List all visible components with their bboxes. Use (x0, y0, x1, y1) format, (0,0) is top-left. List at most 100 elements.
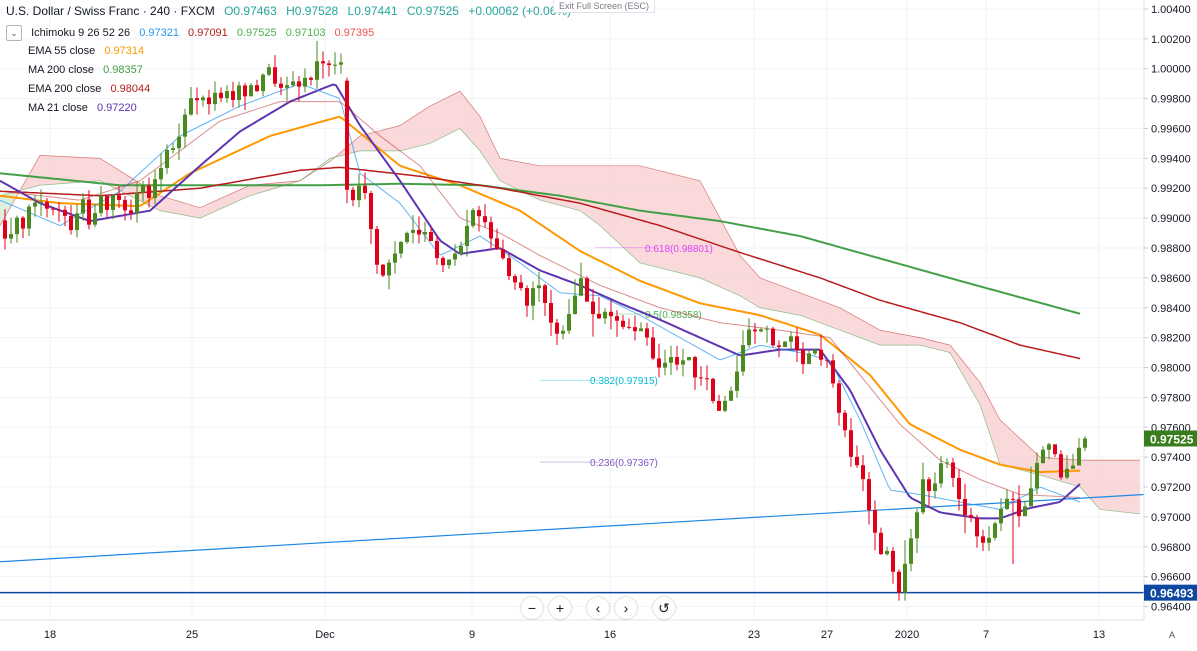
ichimoku-cloud (1100, 460, 1104, 510)
ichimoku-cloud (684, 176, 688, 275)
ichimoku-cloud (212, 200, 216, 213)
ichimoku-cloud (1116, 460, 1120, 512)
candle-body (1083, 438, 1087, 448)
ichimoku-cloud (340, 149, 344, 156)
candle-body (291, 81, 295, 86)
candle-body (165, 149, 169, 169)
candle-body (513, 276, 517, 283)
ichimoku-cloud (792, 289, 796, 315)
ichimoku-cloud (980, 382, 984, 417)
legend-ichimoku[interactable]: ⌄ Ichimoku 9 26 52 26 0.97321 0.97091 0.… (6, 25, 380, 41)
candle-body (855, 456, 859, 466)
ichimoku-cloud (896, 333, 900, 346)
legend-ichimoku-name: Ichimoku 9 26 52 26 (31, 26, 131, 39)
candle-body (411, 229, 415, 233)
candle-body (333, 64, 337, 66)
candle-body (861, 465, 865, 480)
scroll-right-button[interactable]: › (615, 597, 637, 619)
ichimoku-cloud (460, 91, 464, 133)
time-axis-background (0, 620, 1144, 651)
ichimoku-cloud (432, 103, 436, 143)
price-tick-label: 0.97400 (1151, 452, 1191, 464)
ichimoku-cloud (772, 282, 776, 311)
candle-body (381, 264, 385, 276)
ichimoku-cloud (652, 168, 656, 267)
ichimoku-cloud (868, 323, 872, 343)
candle-body (189, 98, 193, 115)
candle-body (729, 390, 733, 401)
candle-body (9, 234, 13, 239)
fib-level-label: 0.5(0.98358) (645, 310, 702, 321)
candle-body (1053, 444, 1057, 455)
ichimoku-cloud (328, 157, 332, 163)
candle-body (375, 229, 379, 265)
auto-scale-button[interactable]: A (1168, 630, 1175, 640)
reset-chart-button[interactable]: ↺ (653, 597, 675, 619)
series-line-ma-21-close (0, 83, 1081, 520)
ichimoku-cloud (832, 304, 836, 329)
candle-body (915, 512, 919, 539)
candle-body (573, 295, 577, 315)
ichimoku-cloud (940, 342, 944, 352)
scroll-left-button[interactable]: ‹ (587, 597, 609, 619)
ichimoku-cloud (1120, 460, 1124, 513)
price-tick-label: 0.98200 (1151, 333, 1191, 345)
candle-body (825, 359, 829, 361)
candle-body (327, 63, 331, 66)
ichimoku-cloud (852, 314, 856, 337)
ichimoku-cloud (424, 107, 428, 145)
zoom-out-button[interactable]: − (521, 597, 543, 619)
cloud-span-a (0, 128, 1141, 515)
ichimoku-cloud (324, 159, 328, 166)
legend-ema200[interactable]: EMA 200 close 0.98044 (28, 83, 156, 95)
ichimoku-cloud (860, 318, 864, 340)
candle-body (489, 222, 493, 239)
ichimoku-cloud (224, 195, 228, 208)
ichimoku-cloud (516, 161, 520, 191)
price-tick-label: 0.98000 (1151, 363, 1191, 375)
ichimoku-cloud (732, 240, 736, 295)
ichimoku-cloud (996, 412, 1000, 465)
price-tick-label: 0.96600 (1151, 572, 1191, 584)
ichimoku-cloud (884, 330, 888, 346)
ichimoku-cloud (356, 135, 360, 152)
ichimoku-cloud (804, 294, 808, 319)
ichimoku-cloud (124, 173, 128, 195)
ichimoku-cloud (816, 298, 820, 323)
ichimoku-cloud (604, 165, 608, 234)
ichimoku-cloud (784, 286, 788, 313)
exit-fullscreen-button[interactable]: Exit Full Screen (ESC) (553, 0, 656, 13)
cloud-span-b (0, 90, 1140, 461)
candle-body (951, 462, 955, 478)
ichimoku-cloud (872, 325, 876, 344)
ichimoku-cloud (1008, 427, 1012, 468)
candle-body (885, 550, 889, 555)
ichimoku-cloud (172, 199, 176, 214)
price-tick-label: 0.98400 (1151, 303, 1191, 315)
candle-body (1011, 498, 1015, 500)
candle-body (3, 220, 7, 239)
price-tick-label: 0.99200 (1151, 183, 1191, 195)
candle-body (801, 350, 805, 365)
ichimoku-cloud (756, 273, 760, 308)
candle-body (387, 262, 391, 276)
legend-ema55[interactable]: EMA 55 close 0.97314 (28, 45, 150, 57)
candle-body (465, 225, 469, 247)
collapse-legend-icon[interactable]: ⌄ (6, 25, 22, 41)
candle-body (363, 185, 367, 194)
zoom-in-button[interactable]: + (549, 597, 571, 619)
ichimoku-cloud (232, 191, 236, 204)
legend-ma200[interactable]: MA 200 close 0.98357 (28, 64, 149, 76)
ichimoku-cloud (380, 129, 384, 151)
candle-body (591, 301, 595, 315)
ichimoku-cloud (220, 196, 224, 210)
ichimoku-cloud (256, 184, 260, 194)
candle-body (537, 285, 541, 289)
legend-ma21[interactable]: MA 21 close 0.97220 (28, 102, 143, 114)
price-tick-label: 0.97800 (1151, 392, 1191, 404)
candle-body (357, 185, 361, 201)
ichimoku-cloud (168, 198, 172, 213)
ichimoku-cloud (700, 180, 704, 280)
series-line-tenkan (0, 83, 1081, 510)
